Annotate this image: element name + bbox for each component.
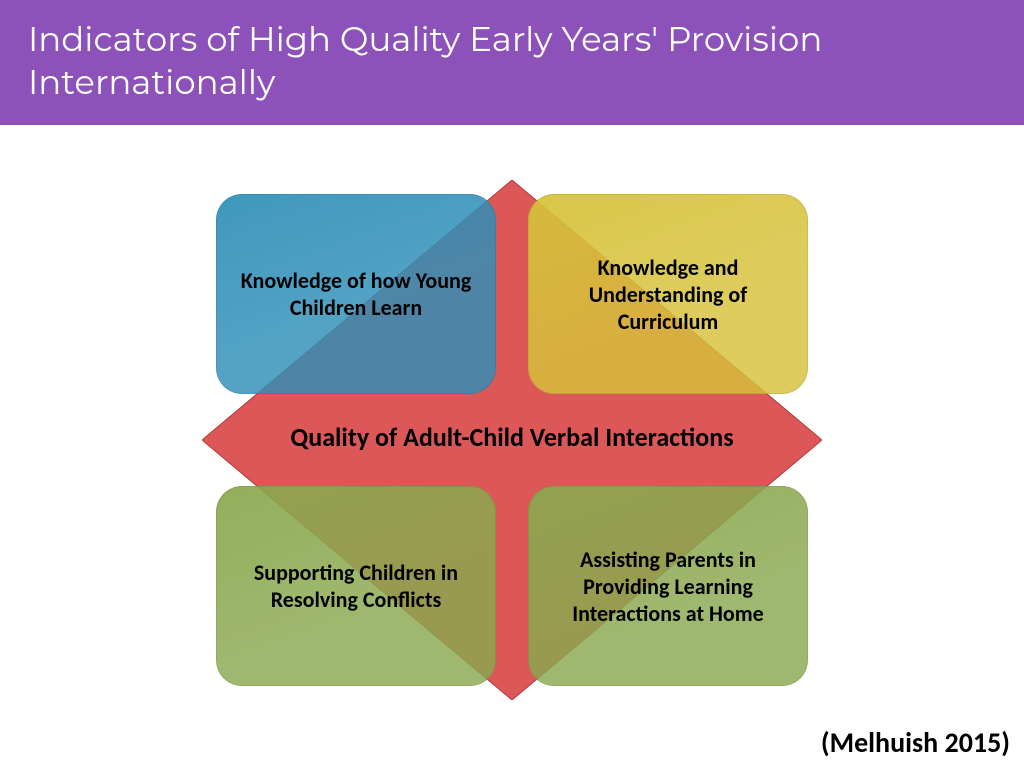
quadrant-bottom-left-label: Supporting Children in Resolving Conflic… [236, 559, 476, 613]
title-bar: Indicators of High Quality Early Years' … [0, 0, 1024, 125]
center-label: Quality of Adult-Child Verbal Interactio… [290, 421, 733, 453]
quadrant-top-left-label: Knowledge of how Young Children Learn [236, 267, 476, 321]
quadrant-top-right-label: Knowledge and Understanding of Curriculu… [548, 254, 788, 335]
quadrant-bottom-right: Assisting Parents in Providing Learning … [528, 486, 808, 686]
quadrant-top-left: Knowledge of how Young Children Learn [216, 194, 496, 394]
quadrant-bottom-left: Supporting Children in Resolving Conflic… [216, 486, 496, 686]
quadrant-top-right: Knowledge and Understanding of Curriculu… [528, 194, 808, 394]
page-title: Indicators of High Quality Early Years' … [28, 18, 996, 103]
quadrant-bottom-right-label: Assisting Parents in Providing Learning … [548, 546, 788, 627]
diagram-area: Knowledge of how Young Children Learn Kn… [0, 150, 1024, 768]
citation: (Melhuish 2015) [821, 725, 1010, 760]
